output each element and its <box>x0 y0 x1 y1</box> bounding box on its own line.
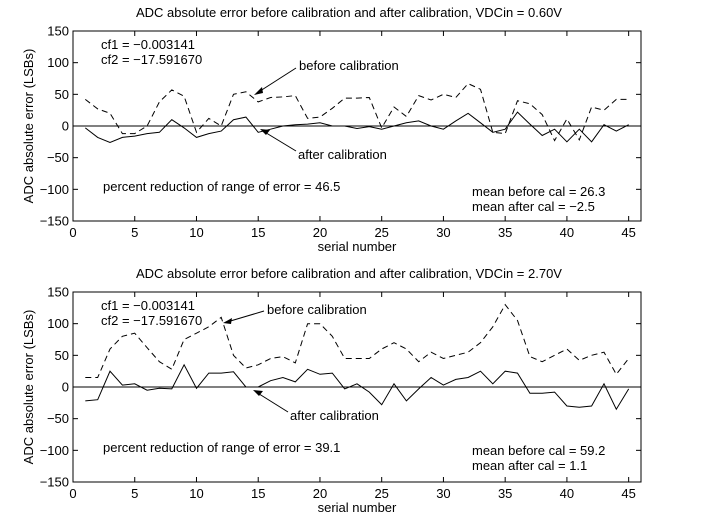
before-calibration-label: before calibration <box>267 302 367 317</box>
y-axis-label: ADC absolute error (LSBs) <box>21 310 36 465</box>
x-axis-label: serial number <box>318 500 397 515</box>
y-tick-label: 150 <box>47 285 69 300</box>
cf2-annotation: cf2 = −17.591670 <box>101 52 202 67</box>
x-tick-label: 35 <box>498 225 512 240</box>
y-tick-label: 100 <box>47 55 69 70</box>
x-tick-label: 5 <box>131 486 138 501</box>
y-tick-label: −100 <box>40 443 69 458</box>
chart-title: ADC absolute error before calibration an… <box>136 5 562 20</box>
y-tick-label: −100 <box>40 182 69 197</box>
percent-reduction-text: percent reduction of range of error = 39… <box>103 440 340 455</box>
x-tick-label: 10 <box>189 486 203 501</box>
x-tick-label: 15 <box>251 225 265 240</box>
before-arrow <box>226 310 265 323</box>
y-tick-label: −150 <box>40 475 69 490</box>
mean-before-text: mean before cal = 26.3 <box>472 184 605 199</box>
series-before-calibration <box>85 303 630 378</box>
before-arrowhead <box>223 318 232 324</box>
x-tick-label: 20 <box>313 486 327 501</box>
series-after-calibration <box>85 363 630 411</box>
y-axis-label: ADC absolute error (LSBs) <box>21 49 36 204</box>
x-tick-label: 35 <box>498 486 512 501</box>
y-axis: −150 −100 −50 0 50 100 150 <box>40 285 641 490</box>
bottom-chart: ADC absolute error before calibration an… <box>21 266 642 515</box>
before-calibration-label: before calibration <box>299 58 399 73</box>
x-tick-label: 0 <box>69 486 76 501</box>
y-tick-label: 100 <box>47 316 69 331</box>
x-tick-label: 45 <box>621 486 635 501</box>
y-tick-label: 150 <box>47 24 69 39</box>
x-tick-label: 30 <box>436 486 450 501</box>
cf1-annotation: cf1 = −0.003141 <box>101 37 195 52</box>
x-axis: 0 5 10 15 20 25 30 35 40 45 <box>69 31 636 240</box>
x-axis-label: serial number <box>318 239 397 254</box>
x-tick-label: 40 <box>560 225 574 240</box>
y-tick-label: −50 <box>47 411 69 426</box>
x-tick-label: 45 <box>621 225 635 240</box>
mean-after-text: mean after cal = −2.5 <box>472 199 595 214</box>
x-tick-label: 10 <box>189 225 203 240</box>
series-after-calibration <box>84 111 629 144</box>
x-tick-label: 0 <box>69 225 76 240</box>
before-arrow <box>256 67 297 94</box>
cf1-annotation: cf1 = −0.003141 <box>101 298 195 313</box>
series-before-calibration <box>84 82 629 142</box>
y-tick-label: 0 <box>62 380 69 395</box>
after-arrowhead <box>253 390 263 396</box>
after-arrow <box>262 130 297 152</box>
chart-title: ADC absolute error before calibration an… <box>136 266 562 281</box>
after-calibration-label: after calibration <box>298 147 387 162</box>
y-axis: −150 −100 −50 0 50 100 150 <box>40 24 641 229</box>
y-tick-label: 50 <box>55 348 69 363</box>
x-tick-label: 40 <box>560 486 574 501</box>
x-tick-label: 30 <box>436 225 450 240</box>
y-tick-label: 50 <box>55 87 69 102</box>
y-tick-label: 0 <box>62 119 69 134</box>
after-calibration-label: after calibration <box>290 408 379 423</box>
y-tick-label: −150 <box>40 214 69 229</box>
after-arrowhead <box>260 129 270 135</box>
percent-reduction-text: percent reduction of range of error = 46… <box>103 179 340 194</box>
x-tick-label: 20 <box>313 225 327 240</box>
x-tick-label: 25 <box>374 486 388 501</box>
mean-before-text: mean before cal = 59.2 <box>472 443 605 458</box>
after-arrow <box>255 391 289 413</box>
x-axis: 0 5 10 15 20 25 30 35 40 45 <box>69 292 636 501</box>
x-tick-label: 15 <box>251 486 265 501</box>
cf2-annotation: cf2 = −17.591670 <box>101 313 202 328</box>
x-tick-label: 25 <box>374 225 388 240</box>
top-chart: ADC absolute error before calibration an… <box>21 5 642 254</box>
before-arrowhead <box>254 87 263 95</box>
mean-after-text: mean after cal = 1.1 <box>472 458 587 473</box>
y-tick-label: −50 <box>47 150 69 165</box>
x-tick-label: 5 <box>131 225 138 240</box>
